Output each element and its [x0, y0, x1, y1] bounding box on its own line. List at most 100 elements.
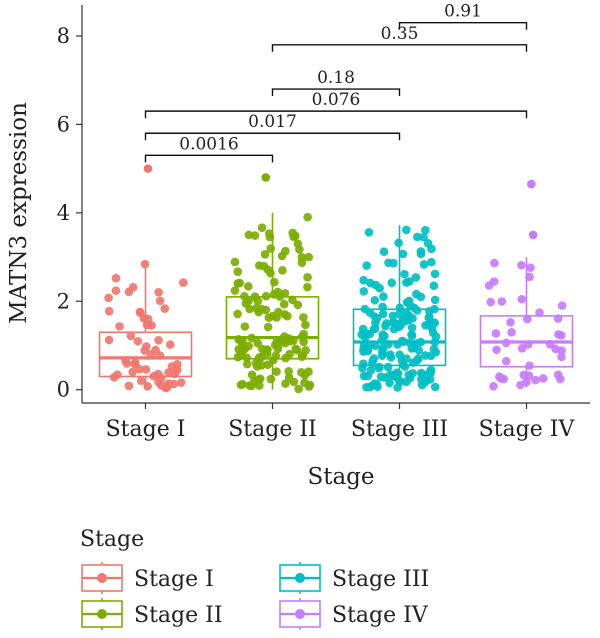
data-point — [430, 269, 440, 279]
data-point — [285, 349, 294, 359]
data-point — [402, 354, 411, 363]
data-point — [413, 232, 422, 242]
data-point — [273, 287, 283, 297]
data-point — [165, 340, 175, 349]
data-point — [251, 358, 261, 368]
data-point — [238, 346, 248, 355]
data-point — [402, 225, 411, 235]
data-point — [235, 278, 244, 288]
data-point — [262, 349, 272, 359]
data-point — [357, 330, 366, 339]
data-point — [419, 232, 428, 242]
data-point — [400, 362, 410, 371]
data-point — [104, 293, 113, 303]
data-point — [242, 359, 252, 369]
data-point — [497, 297, 507, 306]
data-point — [284, 367, 293, 376]
data-point — [430, 382, 440, 392]
data-point — [294, 384, 303, 394]
data-point — [260, 250, 270, 259]
legend-key-dot — [97, 573, 107, 583]
legend-title: Stage — [80, 527, 144, 552]
box-body — [225, 296, 320, 360]
data-point — [365, 278, 375, 288]
data-point — [359, 275, 368, 285]
x-tick-label: Stage I — [106, 417, 186, 442]
box-body — [352, 308, 447, 367]
data-point — [263, 265, 273, 274]
data-point — [263, 360, 273, 369]
data-point — [526, 263, 535, 272]
data-point — [398, 249, 408, 259]
data-point — [401, 308, 411, 317]
axes: 0 2 4 6 8 Stage I Stage II Stage III Stage IV — [57, 5, 590, 442]
data-point — [359, 286, 369, 296]
boxes — [98, 212, 574, 390]
comparison-Stage-I-Stage-II: 0.0016 — [144, 134, 274, 163]
data-point — [373, 382, 382, 392]
data-point — [421, 321, 430, 330]
data-point — [160, 304, 170, 313]
data-point — [370, 295, 380, 305]
outlier-point — [528, 230, 538, 240]
data-point — [557, 301, 567, 310]
data-point — [421, 225, 430, 235]
data-point — [367, 359, 377, 369]
data-point — [178, 278, 188, 287]
data-point — [363, 371, 373, 381]
data-point — [293, 300, 303, 310]
data-point — [253, 375, 263, 385]
data-point — [140, 346, 149, 355]
data-point — [426, 351, 436, 361]
data-point — [425, 368, 435, 378]
legend-item-3: Stage III — [279, 562, 429, 594]
data-point — [379, 292, 388, 301]
outlier-point — [143, 164, 153, 173]
bracket-line — [271, 44, 528, 52]
data-point — [130, 359, 139, 369]
data-point — [161, 383, 171, 393]
legend-label: Stage II — [134, 603, 223, 628]
data-point — [359, 359, 368, 368]
data-point — [538, 374, 548, 383]
legend-label: Stage III — [332, 567, 429, 592]
data-point — [111, 273, 121, 283]
data-point — [525, 272, 534, 282]
data-point — [252, 304, 261, 313]
box-3 — [352, 225, 447, 388]
box-4 — [479, 257, 574, 388]
data-point — [394, 238, 403, 248]
data-point — [378, 343, 388, 353]
data-point — [301, 320, 310, 330]
data-point — [261, 305, 271, 315]
data-point — [387, 278, 397, 288]
data-point — [128, 367, 137, 377]
data-point — [266, 244, 276, 253]
data-point — [484, 281, 494, 290]
comparison-Stage-I-Stage-IV: 0.076 — [144, 90, 528, 119]
data-point — [412, 306, 422, 315]
data-point — [363, 345, 373, 355]
data-point — [385, 350, 395, 359]
box-1 — [98, 263, 193, 390]
data-point — [486, 297, 496, 307]
box-2 — [225, 212, 320, 390]
data-point — [427, 257, 436, 267]
data-point — [380, 332, 389, 341]
data-point — [141, 365, 151, 374]
data-point — [557, 346, 566, 355]
data-point — [502, 356, 511, 366]
legend-key-dot — [295, 573, 305, 583]
data-point — [244, 230, 254, 240]
jitter-points — [104, 164, 567, 394]
data-point — [490, 258, 499, 268]
data-point — [245, 381, 254, 390]
data-point — [136, 376, 146, 386]
comparison-Stage-I-Stage-III: 0.017 — [144, 112, 401, 141]
data-point — [154, 288, 163, 297]
data-point — [297, 253, 307, 262]
y-axis-title: MATN3 expression — [6, 102, 32, 324]
data-point — [535, 308, 544, 317]
data-point — [414, 345, 424, 355]
